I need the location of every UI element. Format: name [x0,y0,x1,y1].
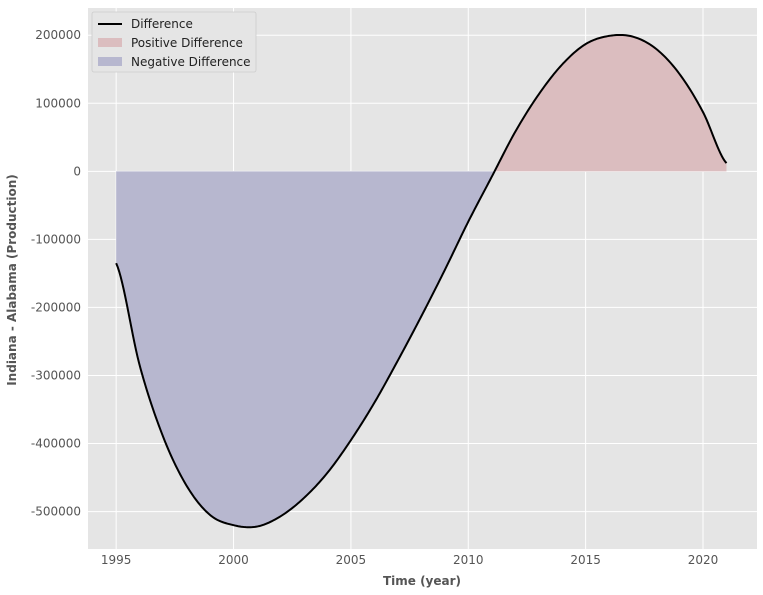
negative-difference-area [116,171,727,528]
y-tick-labels: -500000 -400000 -300000 -200000 -100000 0 1000… [31,28,81,518]
y-tick-label: -400000 [31,437,81,451]
legend-box [91,11,257,73]
x-tick-label: 2015 [570,553,601,567]
y-tick-label: 0 [73,164,81,178]
y-tick-label: -500000 [31,505,81,519]
x-tick-label: 2020 [688,553,719,567]
x-tick-label: 2000 [218,553,249,567]
legend-swatch-negative [98,57,122,66]
y-tick-label: -100000 [31,232,81,246]
legend-label-negative: Negative Difference [131,55,251,69]
y-tick-label: 100000 [35,96,81,110]
x-tick-label: 1995 [101,553,132,567]
legend-label-difference: Difference [131,17,193,31]
y-tick-label: -300000 [31,368,81,382]
y-tick-label: 200000 [35,28,81,42]
series-lines [115,33,728,529]
legend: Difference Positive Difference Negative … [91,11,257,73]
y-axis-label: Indiana - Alabama (Production) [5,174,19,386]
y-tick-label: -200000 [31,300,81,314]
positive-difference-area [116,34,727,172]
legend-swatch-positive [98,38,122,47]
x-tick-label: 2005 [336,553,367,567]
difference-line [115,33,728,529]
x-tick-labels: 1995 2000 2005 2010 2015 2020 [101,553,718,567]
legend-label-positive: Positive Difference [131,36,243,50]
x-axis-label: Time (year) [383,574,461,588]
fill-areas [116,34,727,528]
x-tick-label: 2010 [453,553,484,567]
